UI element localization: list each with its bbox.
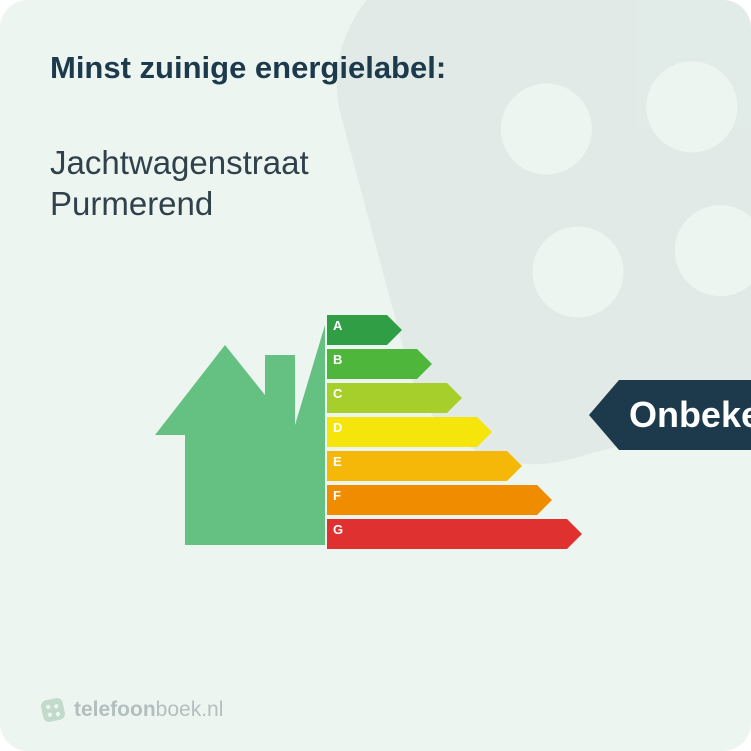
bar-shape bbox=[327, 451, 522, 481]
house-icon bbox=[155, 325, 325, 545]
bar-shape bbox=[327, 349, 432, 379]
card-title: Minst zuinige energielabel: bbox=[50, 50, 701, 86]
bar-label: D bbox=[333, 420, 342, 435]
bar-shape bbox=[327, 383, 462, 413]
brand-bold: telefoon bbox=[74, 698, 156, 721]
brand-rest: boek.nl bbox=[156, 698, 224, 721]
bar-shape bbox=[327, 417, 492, 447]
brand-text: telefoonboek.nl bbox=[74, 698, 223, 722]
bar-label: E bbox=[333, 454, 342, 469]
brand-icon bbox=[40, 697, 66, 723]
bar-label: C bbox=[333, 386, 342, 401]
bar-shape bbox=[327, 519, 582, 549]
footer-brand: telefoonboek.nl bbox=[40, 697, 223, 723]
energy-bar-e: E bbox=[327, 451, 727, 481]
bar-shape bbox=[327, 485, 552, 515]
bar-label: B bbox=[333, 352, 342, 367]
energy-label-card: Minst zuinige energielabel: Jachtwagenst… bbox=[0, 0, 751, 751]
bar-label: F bbox=[333, 488, 341, 503]
energy-bar-g: G bbox=[327, 519, 727, 549]
address-line-2: Purmerend bbox=[50, 183, 701, 224]
address-block: Jachtwagenstraat Purmerend bbox=[50, 142, 701, 225]
address-line-1: Jachtwagenstraat bbox=[50, 142, 701, 183]
result-badge: Onbeke bbox=[589, 380, 751, 450]
bar-label: A bbox=[333, 318, 342, 333]
energy-bar-f: F bbox=[327, 485, 727, 515]
badge-arrow-icon bbox=[589, 380, 619, 450]
bar-label: G bbox=[333, 522, 343, 537]
energy-bar-a: A bbox=[327, 315, 727, 345]
badge-text: Onbeke bbox=[619, 380, 751, 450]
energy-bar-b: B bbox=[327, 349, 727, 379]
